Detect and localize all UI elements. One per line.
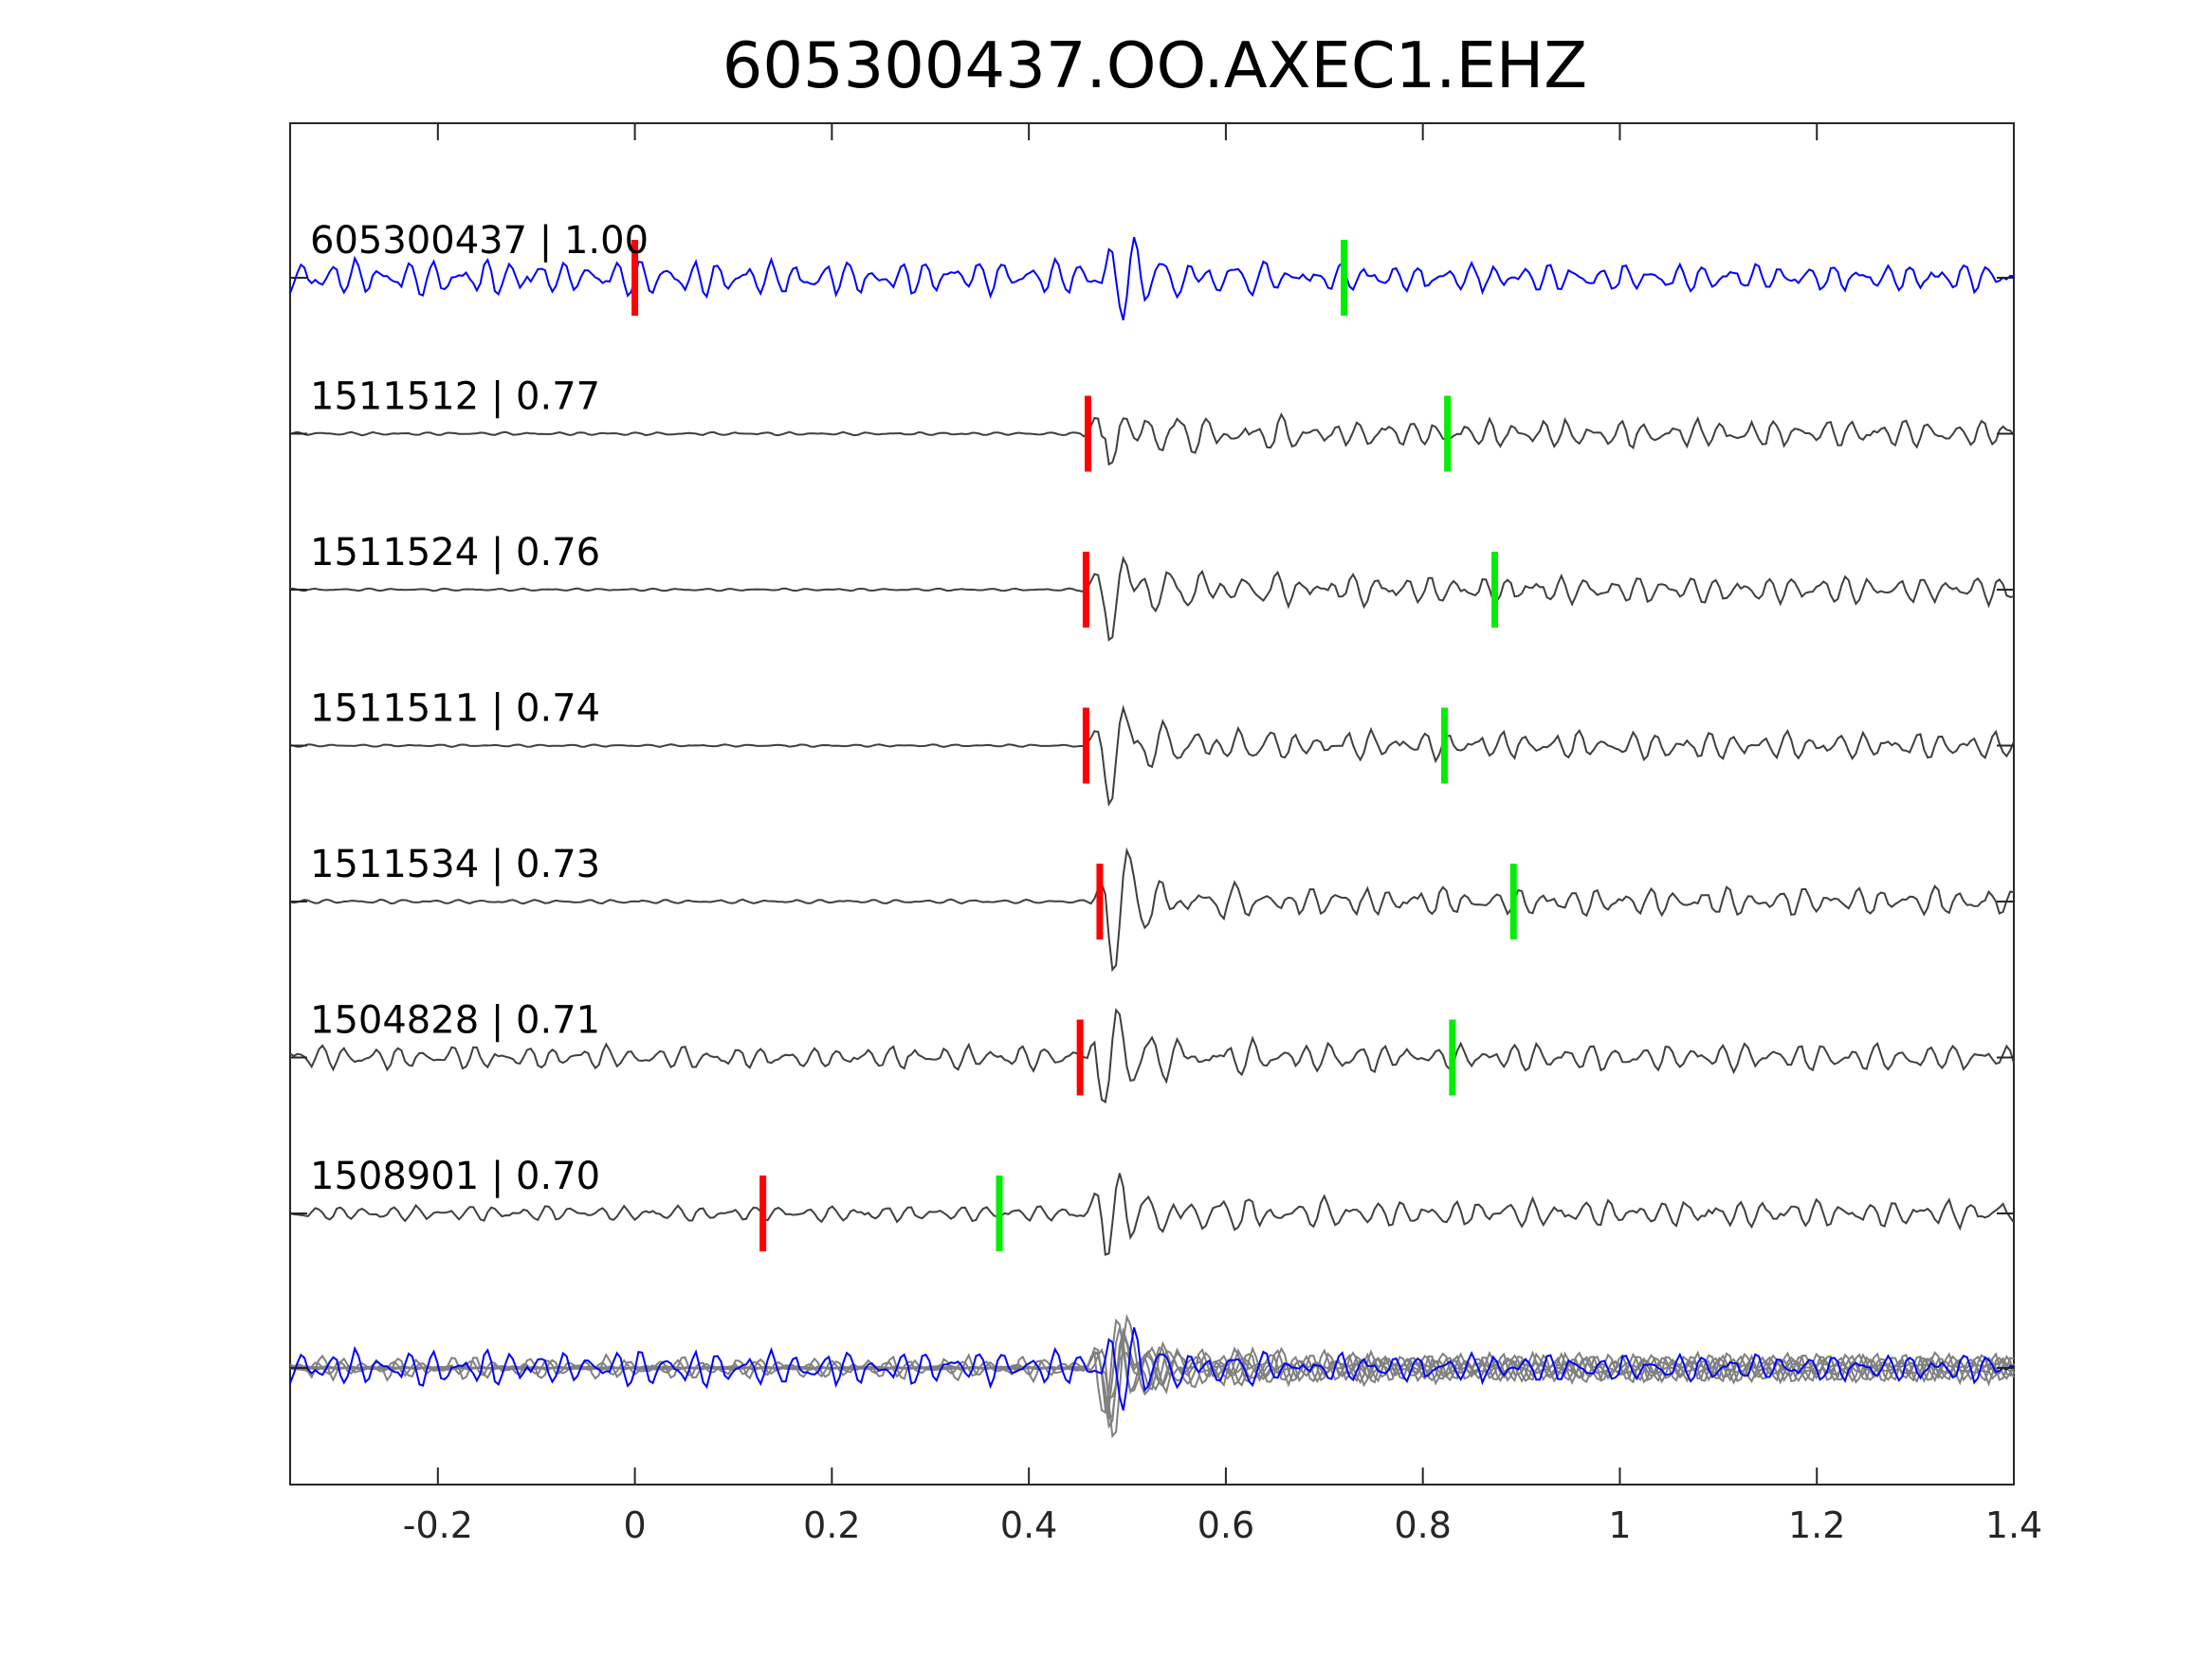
xtick-label-5: 0.8 bbox=[1394, 1504, 1451, 1546]
stack-trace-3 bbox=[289, 1313, 2015, 1439]
trace-label-3: 1511511 | 0.74 bbox=[310, 687, 600, 731]
chart-title: 605300437.OO.AXEC1.EHZ bbox=[722, 28, 1587, 102]
trace-0 bbox=[289, 237, 2015, 320]
trace-label-1: 1511512 | 0.77 bbox=[310, 375, 600, 419]
trace-label-0: 605300437 | 1.00 bbox=[310, 219, 649, 263]
stack-template-trace bbox=[289, 1327, 2015, 1411]
plot-frame bbox=[289, 122, 2015, 1486]
trace-6 bbox=[289, 1173, 2015, 1256]
stack-trace-5 bbox=[289, 1327, 2015, 1411]
trace-label-5: 1504828 | 0.71 bbox=[310, 999, 600, 1043]
xtick-label-1: 0 bbox=[624, 1504, 647, 1546]
trace-4 bbox=[289, 847, 2015, 973]
trace-2 bbox=[289, 556, 2015, 642]
x-axis: -0.2 0 0.2 0.4 0.6 0.8 1 1.2 1.4 bbox=[403, 123, 2042, 1546]
picks-layer bbox=[631, 240, 1517, 1251]
xtick-label-0: -0.2 bbox=[403, 1504, 473, 1546]
trace-label-6: 1508901 | 0.70 bbox=[310, 1155, 600, 1198]
trace-label-2: 1511524 | 0.76 bbox=[310, 531, 600, 574]
labels-layer: 605300437 | 1.00 1511512 | 0.77 1511524 | … bbox=[310, 219, 649, 1198]
xtick-label-3: 0.4 bbox=[1000, 1504, 1057, 1546]
stack-trace-4 bbox=[289, 1318, 2015, 1414]
xtick-label-4: 0.6 bbox=[1197, 1504, 1254, 1546]
xtick-label-7: 1.2 bbox=[1788, 1504, 1845, 1546]
trace-1 bbox=[289, 411, 2015, 466]
stack-layer bbox=[289, 1313, 2015, 1439]
trace-5 bbox=[289, 1008, 2015, 1104]
xtick-label-2: 0.2 bbox=[803, 1504, 860, 1546]
xtick-label-6: 1 bbox=[1608, 1504, 1631, 1546]
trace-3 bbox=[289, 704, 2015, 807]
xtick-label-8: 1.4 bbox=[1985, 1504, 2042, 1546]
traces-layer bbox=[289, 237, 2015, 1256]
trace-label-4: 1511534 | 0.73 bbox=[310, 843, 600, 886]
